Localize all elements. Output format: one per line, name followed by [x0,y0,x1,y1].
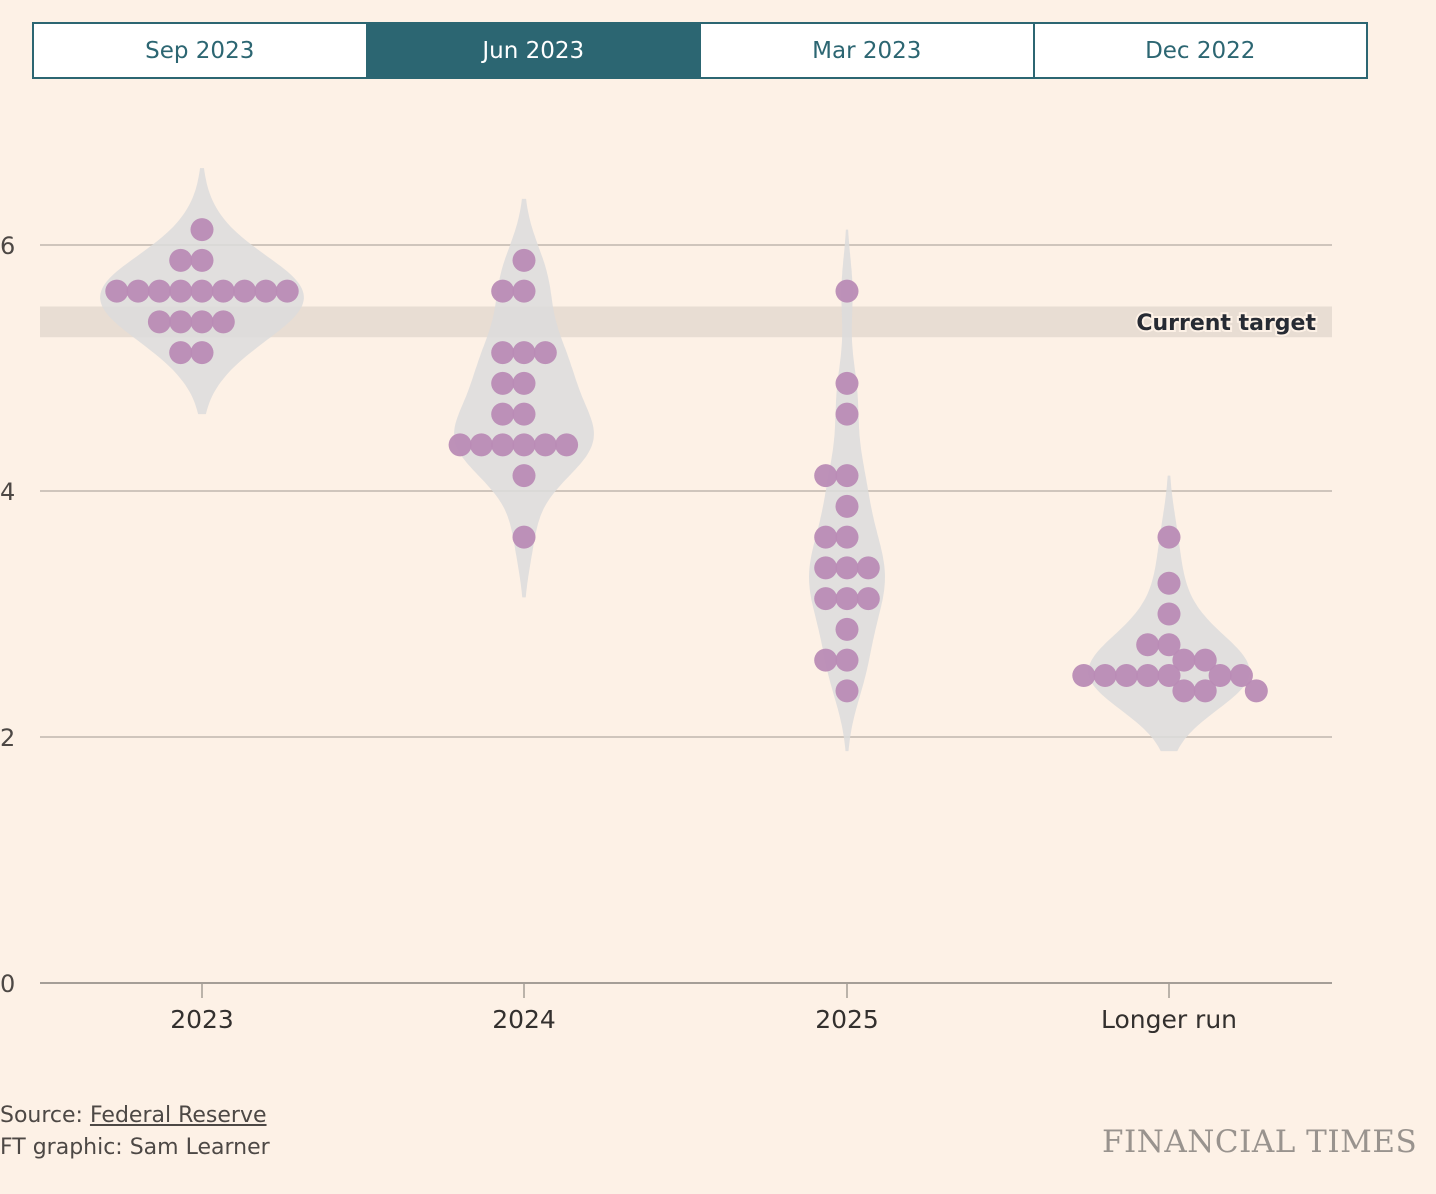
y-tick-label: 6 [0,232,15,260]
dot [835,525,859,549]
x-tick-label: 2024 [492,1005,556,1034]
footer: Source: Federal Reserve FT graphic: Sam … [0,1100,270,1164]
dot [1072,664,1096,687]
dot [533,433,557,457]
ft-logo: FINANCIAL TIMES [1102,1124,1418,1160]
dot [469,433,493,457]
dot [169,341,193,365]
dot [169,279,193,303]
dot [835,617,859,641]
tab-dec-2022[interactable]: Dec 2022 [1145,37,1256,64]
dot [1208,664,1232,687]
target-band-label: Current target [1136,311,1316,336]
dot [512,248,536,272]
dot-plot-chart: 0 2 4 6 Current target 2023 2024 2025 Longer r… [0,168,1332,1034]
violin-2025 [809,229,885,752]
dot [814,587,838,611]
dot [856,587,880,611]
dot [233,279,257,303]
dot [512,433,536,457]
dot [1093,664,1117,687]
dot [190,341,214,365]
dot [491,402,515,426]
dot [555,433,579,457]
axes: 2023 2024 2025 Longer run [40,982,1332,1034]
dot [1172,648,1196,672]
y-tick-label: 0 [0,970,15,998]
dot [1157,571,1181,595]
release-tabs: Sep 2023 Jun 2023 Mar 2023 Dec 2022 [32,22,1368,79]
dot [491,371,515,395]
x-tick-label: Longer run [1101,1005,1237,1034]
dot [835,464,859,488]
dot [491,433,515,457]
dot [835,648,859,672]
dot [169,310,193,334]
dot [856,556,880,580]
dot [814,648,838,672]
y-tick-label: 2 [0,724,15,752]
dot [1157,525,1181,549]
dot [512,464,536,488]
x-tick-label: 2025 [815,1005,879,1034]
dot [1157,664,1181,687]
dot [190,248,214,272]
dot [275,279,299,303]
dot [1172,679,1196,703]
gridlines: 0 2 4 6 [0,232,1332,998]
dot [147,310,171,334]
violins [100,168,1250,752]
dot [814,525,838,549]
dot [147,279,171,303]
dot [1193,679,1217,703]
dot [533,341,557,365]
dot [1136,664,1160,687]
dot [491,279,515,303]
dot [126,279,150,303]
dot [512,525,536,549]
source-link[interactable]: Federal Reserve [89,1103,267,1128]
dot [211,310,235,334]
dot [835,679,859,703]
dot [169,248,193,272]
dot [835,556,859,580]
dot [1244,679,1268,703]
dot [835,371,859,395]
dot [835,279,859,303]
dot [1229,664,1253,687]
dot [512,371,536,395]
dot [190,218,214,242]
dot [1193,648,1217,672]
dot [512,402,536,426]
dot [512,341,536,365]
dot [448,433,472,457]
dot [814,464,838,488]
source-prefix: Source: [0,1103,90,1128]
dots [105,218,1268,703]
violin-2024 [454,198,594,598]
dot [835,587,859,611]
y-tick-label: 4 [0,478,15,506]
dot [1114,664,1138,687]
dot [1157,633,1181,657]
dot [512,279,536,303]
dot [1157,602,1181,626]
dot [254,279,278,303]
dot [835,402,859,426]
x-tick-label: 2023 [170,1005,234,1034]
source-line: Source: Federal Reserve [0,1100,270,1132]
dot [105,279,129,303]
dot [491,341,515,365]
dot [211,279,235,303]
tab-mar-2023[interactable]: Mar 2023 [701,24,1035,77]
dot [814,556,838,580]
dot [1136,633,1160,657]
dot [835,494,859,518]
dot [190,310,214,334]
dot [190,279,214,303]
tab-sep-2023[interactable]: Sep 2023 [34,24,368,77]
tab-jun-2023[interactable]: Jun 2023 [367,24,701,77]
credit-line: FT graphic: Sam Learner [0,1135,270,1160]
